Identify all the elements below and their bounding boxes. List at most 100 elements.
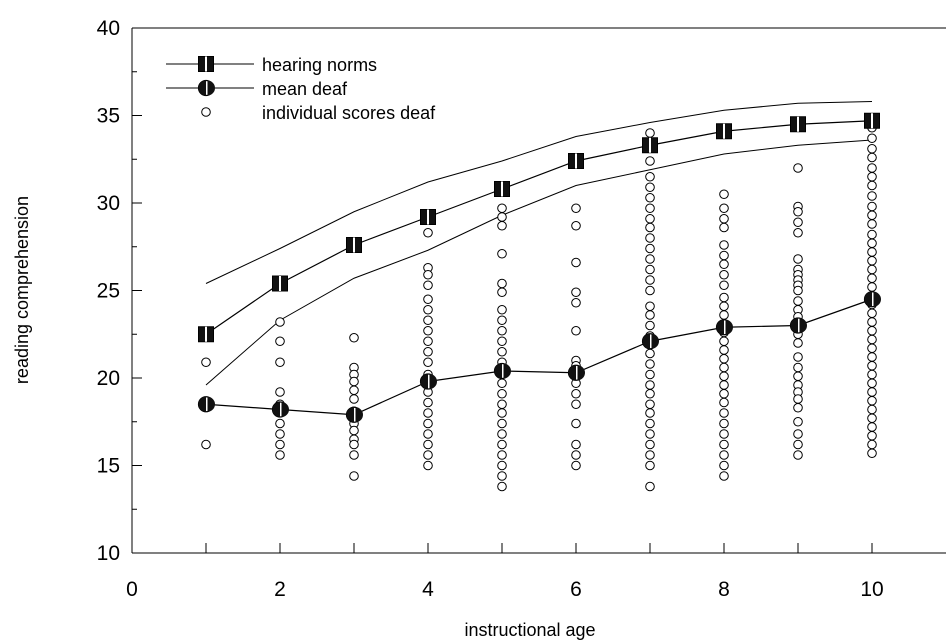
individual-score-point	[645, 418, 655, 429]
hearing-norms-marker	[864, 112, 880, 129]
individual-score-point	[719, 353, 729, 364]
individual-score-point	[867, 325, 877, 336]
individual-score-point	[645, 203, 655, 214]
individual-score-point	[793, 254, 803, 264]
individual-score-point	[867, 201, 877, 212]
individual-score-point	[867, 439, 877, 450]
individual-score-point	[719, 408, 729, 418]
individual-score-point	[719, 222, 729, 233]
individual-score-point	[423, 357, 433, 368]
individual-score-point	[719, 345, 729, 355]
individual-score-point	[497, 388, 507, 399]
individual-score-point	[275, 429, 285, 439]
individual-score-point	[423, 397, 433, 408]
individual-score-point	[867, 210, 877, 221]
individual-score-point	[719, 388, 729, 399]
individual-score-point	[719, 450, 729, 460]
individual-score-point	[793, 338, 803, 348]
individual-score-point	[719, 280, 729, 291]
individual-score-point	[423, 336, 433, 347]
hearing-norms-marker	[272, 275, 288, 292]
individual-score-point	[497, 439, 507, 450]
individual-score-point	[423, 439, 433, 450]
individual-score-point	[349, 471, 359, 481]
mean-deaf-marker	[197, 396, 216, 413]
individual-score-point	[793, 371, 803, 382]
individual-score-point	[645, 481, 655, 492]
hearing-norm-bands	[205, 101, 873, 386]
individual-score-point	[349, 394, 359, 404]
individual-score-point	[645, 213, 655, 224]
individual-score-point	[497, 408, 507, 418]
individual-score-point	[349, 332, 359, 343]
individual-score-point	[497, 212, 507, 222]
individual-score-point	[275, 450, 285, 460]
hearing-norms-marker	[568, 153, 584, 169]
individual-score-point	[867, 352, 877, 362]
individual-score-point	[201, 439, 211, 450]
hearing-norms-marker	[642, 137, 658, 154]
individual-score-point	[423, 227, 433, 238]
individual-score-point	[719, 250, 729, 261]
mean-deaf-marker	[789, 317, 808, 334]
individual-score-point	[867, 133, 877, 144]
y-axis-title: reading comprehension	[12, 196, 32, 384]
individual-score-point	[423, 294, 433, 305]
individual-score-point	[645, 450, 655, 460]
individual-score-point	[793, 227, 803, 238]
individual-score-point	[645, 408, 655, 418]
individual-score-point	[571, 418, 581, 429]
individual-score-point	[867, 413, 877, 424]
individual-score-point	[867, 143, 877, 154]
individual-score-point	[867, 395, 877, 406]
individual-score-point	[719, 371, 729, 382]
individual-score-point	[867, 229, 877, 240]
individual-score-point	[719, 418, 729, 429]
individual-score-point	[201, 357, 211, 368]
individual-score-point	[275, 387, 285, 397]
individual-score-point	[793, 402, 803, 413]
y-tick-label: 25	[97, 280, 120, 303]
mean-deaf-marker	[715, 319, 733, 336]
y-tick-label: 40	[97, 17, 120, 40]
individual-score-point	[497, 278, 507, 289]
individual-score-point	[645, 128, 655, 138]
individual-score-point	[645, 182, 655, 193]
x-axis-title: instructional age	[464, 620, 595, 640]
individual-score-point	[867, 308, 877, 319]
individual-score-point	[349, 385, 359, 396]
individual-score-point	[275, 439, 285, 450]
individual-score-point	[497, 203, 507, 214]
individual-score-point	[645, 192, 655, 203]
individual-score-point	[645, 233, 655, 243]
individual-score-point	[645, 439, 655, 450]
individual-score-point	[423, 418, 433, 429]
individual-score-point	[867, 238, 877, 249]
individual-score-point	[867, 163, 877, 173]
individual-score-point	[867, 448, 877, 459]
individual-score-point	[719, 336, 729, 347]
series-markers	[197, 112, 882, 423]
individual-score-point	[497, 418, 507, 429]
individual-score-point	[497, 336, 507, 347]
individual-score-point	[793, 352, 803, 362]
x-tick-label: 2	[274, 578, 286, 601]
individual-score-point	[645, 264, 655, 275]
individual-score-point	[645, 460, 655, 471]
individual-score-point	[571, 203, 581, 214]
individual-score-point	[645, 275, 655, 285]
individual-score-point	[497, 450, 507, 460]
mean-deaf-line	[205, 298, 873, 416]
individual-score-point	[423, 280, 433, 291]
individual-score-point	[497, 248, 507, 259]
individual-score-point	[867, 264, 877, 275]
individual-score-point	[645, 388, 655, 399]
individual-score-point	[571, 325, 581, 336]
individual-score-point	[571, 220, 581, 231]
legend-marker-mean-deaf	[197, 79, 216, 97]
individual-score-point	[645, 254, 655, 264]
individual-score-point	[867, 282, 877, 292]
individual-score-point	[867, 171, 877, 182]
individual-score-point	[793, 217, 803, 228]
mean-deaf-marker	[419, 373, 438, 390]
